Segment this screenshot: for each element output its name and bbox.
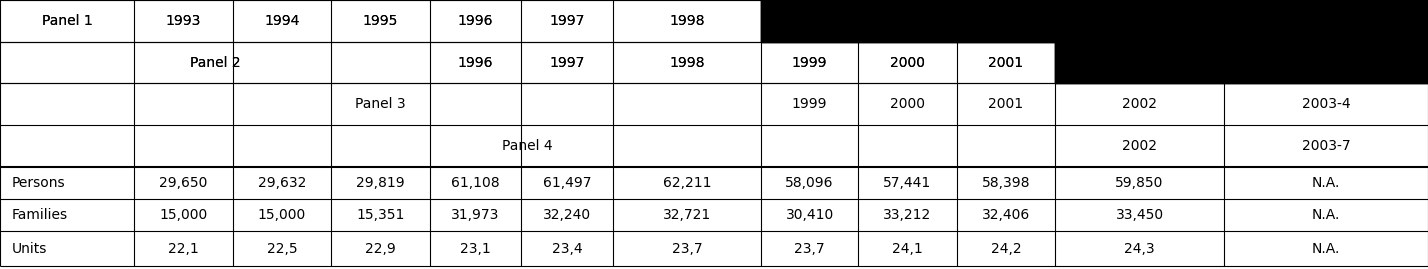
Text: 23,1: 23,1 [460,242,491,256]
Text: 1999: 1999 [793,97,827,111]
Text: 58,096: 58,096 [785,176,834,190]
Text: 1997: 1997 [550,14,584,28]
Text: 23,7: 23,7 [671,242,703,256]
Text: 2003-4: 2003-4 [1301,97,1351,111]
Text: 15,000: 15,000 [160,208,207,222]
Text: 1999: 1999 [793,55,827,70]
Text: 33,450: 33,450 [1115,208,1164,222]
Text: Panel 2: Panel 2 [190,55,240,70]
Text: N.A.: N.A. [1312,242,1339,256]
Text: Panel 3: Panel 3 [356,97,406,111]
Text: 22,9: 22,9 [366,242,396,256]
Text: 15,000: 15,000 [258,208,306,222]
Text: 1998: 1998 [670,14,704,28]
Text: 29,650: 29,650 [160,176,207,190]
Text: 2001: 2001 [988,55,1024,70]
Text: 61,497: 61,497 [543,176,591,190]
Text: Families: Families [11,208,67,222]
Text: 22,5: 22,5 [267,242,297,256]
Text: 32,240: 32,240 [543,208,591,222]
Text: 61,108: 61,108 [451,176,500,190]
Text: 2002: 2002 [1122,139,1157,153]
Text: 58,398: 58,398 [982,176,1030,190]
Text: 1996: 1996 [458,55,493,70]
Text: 33,212: 33,212 [884,208,931,222]
Text: 2000: 2000 [890,55,925,70]
Text: 32,721: 32,721 [663,208,711,222]
Text: 57,441: 57,441 [884,176,931,190]
Text: 23,7: 23,7 [794,242,825,256]
Bar [1055,42,1428,83]
Text: 1996: 1996 [458,14,493,28]
Text: 1998: 1998 [670,55,704,70]
Text: 31,973: 31,973 [451,208,500,222]
Text: N.A.: N.A. [1312,176,1339,190]
Text: 1995: 1995 [363,14,398,28]
Text: 1996: 1996 [458,14,493,28]
Text: 1999: 1999 [793,55,827,70]
Text: 59,850: 59,850 [1115,176,1164,190]
Text: Panel 1: Panel 1 [41,14,93,28]
Text: 29,819: 29,819 [356,176,406,190]
Text: 22,1: 22,1 [169,242,198,256]
Text: 24,1: 24,1 [892,242,922,256]
Text: 1997: 1997 [550,14,584,28]
Text: 2000: 2000 [890,55,925,70]
Text: 2002: 2002 [1122,97,1157,111]
Text: 62,211: 62,211 [663,176,711,190]
Text: Panel 1: Panel 1 [41,14,93,28]
Text: 2001: 2001 [988,55,1024,70]
Text: Persons: Persons [11,176,66,190]
Text: 1994: 1994 [264,14,300,28]
Text: 1997: 1997 [550,55,584,70]
Text: Panel 2: Panel 2 [190,55,240,70]
Text: 2003-7: 2003-7 [1301,139,1351,153]
Text: 1998: 1998 [670,14,704,28]
Text: 1995: 1995 [363,14,398,28]
Text: 1998: 1998 [670,55,704,70]
Text: N.A.: N.A. [1312,208,1339,222]
Text: 1993: 1993 [166,14,201,28]
Text: 24,3: 24,3 [1124,242,1155,256]
Bar [761,0,1428,42]
Text: 2000: 2000 [890,97,925,111]
Text: 30,410: 30,410 [785,208,834,222]
Text: 1993: 1993 [166,14,201,28]
Bar [761,0,1428,42]
Text: 29,632: 29,632 [258,176,306,190]
Text: 1997: 1997 [550,55,584,70]
Text: Panel 4: Panel 4 [503,139,553,153]
Text: 2001: 2001 [988,97,1024,111]
Text: 1996: 1996 [458,55,493,70]
Text: Units: Units [11,242,47,256]
Text: 15,351: 15,351 [357,208,404,222]
Bar [1055,42,1428,83]
Text: 23,4: 23,4 [551,242,583,256]
Text: 32,406: 32,406 [982,208,1030,222]
Text: 24,2: 24,2 [991,242,1021,256]
Text: 1994: 1994 [264,14,300,28]
